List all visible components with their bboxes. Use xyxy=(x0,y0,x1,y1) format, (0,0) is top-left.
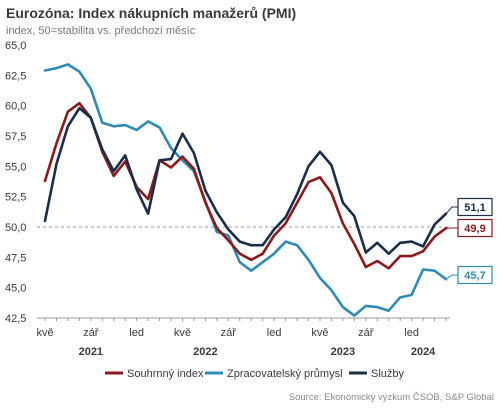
x-tick-label: kvě xyxy=(311,327,328,339)
y-tick-label: 57,5 xyxy=(5,131,26,143)
series-line xyxy=(43,101,448,270)
end-label-box xyxy=(457,197,493,217)
end-label-box xyxy=(457,218,493,238)
legend-label: Souhrnný index xyxy=(127,368,204,380)
x-tick-label: kvě xyxy=(174,327,191,339)
y-tick-label: 62,5 xyxy=(5,70,26,82)
x-tick-label: zář xyxy=(221,327,237,339)
end-labels: 49,9 45,7 51,1 xyxy=(445,197,493,285)
x-year-label: 2024 xyxy=(411,346,436,358)
end-label-value: 45,7 xyxy=(464,270,485,282)
y-tick-label: 52,5 xyxy=(5,192,26,204)
legend-label: Služby xyxy=(371,368,405,380)
y-tick-label: 60,0 xyxy=(5,101,26,113)
x-tick-label: zář xyxy=(358,327,374,339)
legend-label: Zpracovatelský průmysl xyxy=(227,368,343,380)
x-axis: kvě zář led kvě zář led kvě zář led 2021 2022 2023 2… xyxy=(36,317,450,358)
legend: Souhrnný index Zpracovatelský průmysl Služ… xyxy=(105,368,405,380)
end-label-box xyxy=(457,265,493,285)
chart-title: Eurozóna: Index nákupních manažerů (PMI) xyxy=(6,5,297,21)
chart-subtitle: index, 50=stabilita vs. předchozí měsíc xyxy=(6,25,196,37)
end-label-connector xyxy=(445,206,458,214)
x-year-label: 2021 xyxy=(79,346,103,358)
end-label-value: 51,1 xyxy=(464,202,485,214)
y-tick-label: 47,5 xyxy=(5,252,26,264)
x-tick-label: zář xyxy=(83,327,99,339)
y-tick-label: 42,5 xyxy=(5,313,26,325)
x-tick-label: led xyxy=(267,327,282,339)
x-tick-label: kvě xyxy=(36,327,53,339)
x-year-label: 2022 xyxy=(193,346,217,358)
end-label-value: 49,9 xyxy=(464,223,485,235)
y-tick-label: 45,0 xyxy=(5,283,26,295)
y-tick-label: 55,0 xyxy=(5,161,26,173)
x-year-label: 2023 xyxy=(331,346,355,358)
source-note: Source: Ekonomický výzkum ČSOB, S&P Glob… xyxy=(288,392,494,403)
series-line xyxy=(43,63,448,317)
series-lines xyxy=(43,63,448,317)
end-label-connector xyxy=(445,274,458,280)
y-tick-label: 65,0 xyxy=(5,40,26,52)
x-tick-label: led xyxy=(129,327,144,339)
x-tick-label: led xyxy=(404,327,419,339)
y-axis: 65,0 62,5 60,0 57,5 55,0 52,5 50,0 47,5 45,0 42,5 xyxy=(5,40,26,325)
series-line xyxy=(43,106,448,255)
y-tick-label: 50,0 xyxy=(5,222,26,234)
